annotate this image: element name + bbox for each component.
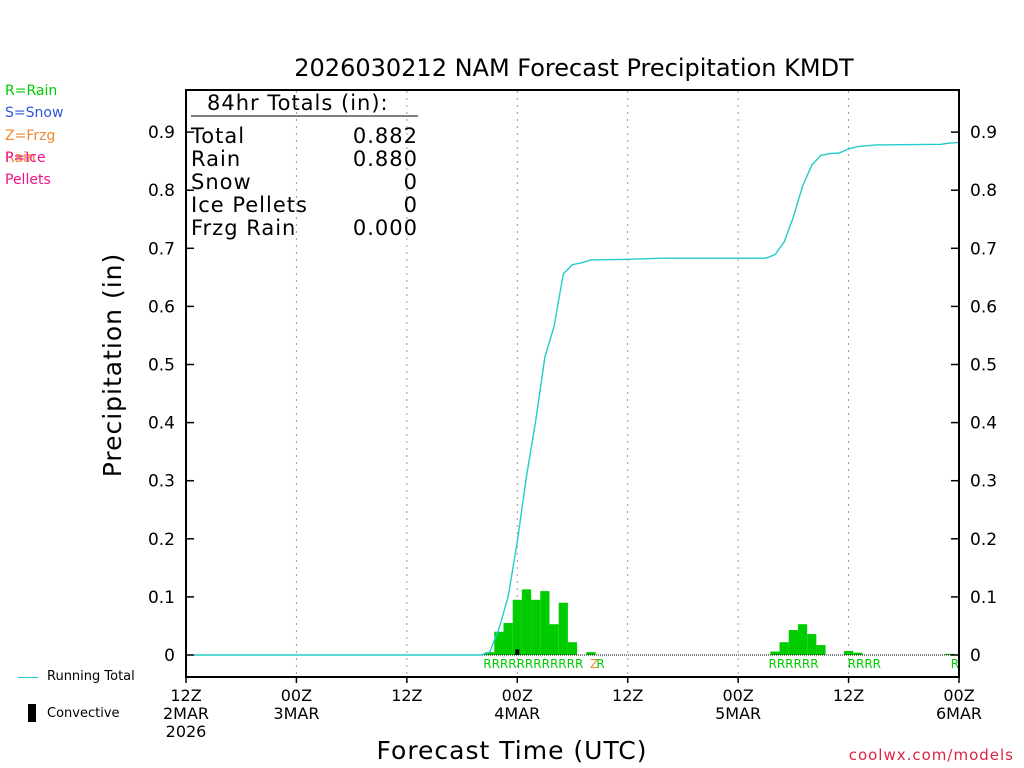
site-credit: coolwx.com/models: [848, 746, 1014, 764]
plot-frame: [185, 89, 960, 678]
precip-bar: [586, 652, 596, 655]
precip-bar: [779, 642, 789, 655]
precip-bar: [503, 623, 513, 655]
precip-bar: [945, 653, 955, 655]
precip-bar: [843, 650, 854, 655]
precip-bars: [485, 589, 955, 655]
y-tick-label-right: 0.1: [970, 588, 997, 608]
y-tick-label-right: 0.2: [970, 530, 997, 550]
y-tick-label-left: 0.3: [148, 472, 175, 492]
precip-bar: [558, 602, 568, 655]
x-tick-label: 6MAR: [936, 704, 982, 723]
totals-row-label: Ice Pellets: [191, 193, 308, 217]
totals-row-label: Snow: [191, 170, 252, 194]
y-axis-ticks: 0 00.1 0.10.2 0.20.3 0.30.4 0.40.5 0.50.6 0.60.…: [148, 123, 997, 666]
y-tick-label-left: 0.2: [148, 530, 175, 550]
totals-row-label: Rain: [191, 147, 241, 171]
precip-bar: [807, 634, 817, 655]
precip-bar: [816, 645, 826, 655]
x-tick-label: 00Z: [502, 686, 533, 705]
precip-type-label: RRRRRRRRRRRR: [483, 657, 583, 671]
totals-row-value: 0.880: [353, 147, 418, 171]
y-axis-label: Precipitation (in): [98, 253, 127, 478]
precip-type-annotations: RRRRRRRRRRRR ZR RRRRRR RRRR R: [483, 657, 959, 671]
x-tick-label: 5MAR: [715, 704, 761, 723]
y-tick-label-left: 0.6: [148, 297, 175, 317]
y-tick-label-right: 0.7: [970, 239, 997, 259]
precip-bar: [788, 630, 798, 655]
totals-box: 84hr Totals (in): Total 0.882 Rain 0.880 Sno…: [190, 91, 418, 240]
gridlines: [295, 91, 850, 676]
y-tick-label-left: 0.1: [148, 588, 175, 608]
y-tick-label-left: 0.5: [148, 356, 175, 376]
y-tick-label-right: 0.3: [970, 472, 997, 492]
totals-rows: Total 0.882 Rain 0.880 Snow 0 Ice Pellets 0 Frzg…: [190, 124, 418, 240]
precip-type-label: RRRR: [848, 657, 881, 671]
x-tick-label: 12Z: [612, 686, 643, 705]
totals-row-value: 0.882: [353, 124, 418, 148]
y-tick-label-left: 0.4: [148, 414, 175, 434]
y-tick-label-right: 0.5: [970, 356, 997, 376]
precip-bar: [567, 642, 578, 655]
precip-type-label: Z: [590, 657, 598, 671]
totals-row-value: 0.000: [353, 216, 418, 240]
y-tick-label-left: 0.9: [148, 123, 175, 143]
convective-box-icon: [28, 704, 36, 722]
convective-bar: [515, 649, 520, 655]
y-tick-label-right: 0: [970, 646, 981, 666]
totals-row-label: Total: [190, 124, 245, 148]
precip-bar: [853, 652, 863, 655]
legend-rain: R=Rain: [5, 83, 58, 99]
precip-bar: [494, 631, 504, 655]
convective-label: Convective: [47, 706, 120, 721]
totals-row-value: 0: [404, 170, 418, 194]
x-tick-label: 00Z: [722, 686, 753, 705]
y-tick-label-left: 0: [164, 646, 175, 666]
x-tick-label: 2MAR: [163, 704, 209, 723]
precip-bar: [531, 599, 541, 655]
x-axis-label: Forecast Time (UTC): [377, 736, 648, 765]
precip-bar: [512, 599, 522, 655]
chart-title: 2026030212 NAM Forecast Precipitation KM…: [294, 54, 854, 82]
precip-bar: [770, 651, 780, 655]
y-tick-label-right: 0.8: [970, 181, 997, 201]
x-tick-label: 3MAR: [273, 704, 319, 723]
x-tick-label: 12Z: [391, 686, 422, 705]
running-total-line: [194, 141, 960, 656]
precip-bar: [485, 652, 495, 655]
running-total-legend: Running Total: [18, 669, 158, 687]
precip-bar: [521, 589, 532, 655]
legend-ice-pellets: P=Ice Pellets: [5, 150, 51, 188]
precip-bar: [540, 591, 550, 655]
precip-type-label: R: [951, 657, 959, 671]
x-tick-label: 12Z: [170, 686, 201, 705]
x-tick-label: 2026: [166, 722, 207, 741]
precip-bar: [797, 624, 808, 655]
y-tick-label-right: 0.9: [970, 123, 997, 143]
totals-row-label: Frzg Rain: [191, 216, 296, 240]
legend-snow: S=Snow: [5, 105, 64, 121]
convective-bars: [515, 649, 520, 655]
totals-header: 84hr Totals (in):: [207, 91, 389, 115]
x-tick-label: 4MAR: [494, 704, 540, 723]
x-tick-label: 00Z: [943, 686, 974, 705]
precip-type-label: RRRRRR: [769, 657, 819, 671]
x-tick-label: 12Z: [833, 686, 864, 705]
y-tick-label-left: 0.8: [148, 181, 175, 201]
x-tick-label: 00Z: [281, 686, 312, 705]
legend-frzg-rain: Z=Frzg Rain: [5, 128, 56, 166]
y-tick-label-right: 0.6: [970, 297, 997, 317]
y-tick-label-right: 0.4: [970, 414, 997, 434]
y-tick-label-left: 0.7: [148, 239, 175, 259]
precip-type-label: R: [596, 657, 604, 671]
precip-bar: [549, 624, 559, 655]
convective-legend: Convective: [18, 704, 158, 724]
totals-row-value: 0: [404, 193, 418, 217]
running-total-line-icon: [18, 677, 38, 678]
running-total-label: Running Total: [47, 669, 135, 684]
